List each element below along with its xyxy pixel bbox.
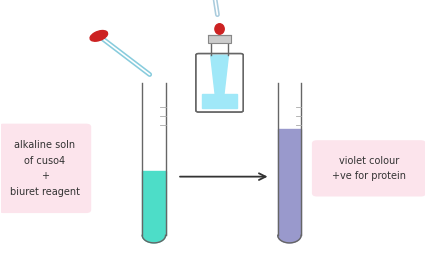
Polygon shape bbox=[142, 235, 166, 243]
Text: alkaline soln
of cuso4
+
biuret reagent: alkaline soln of cuso4 + biuret reagent bbox=[10, 140, 79, 197]
Text: violet colour
+ve for protein: violet colour +ve for protein bbox=[332, 156, 406, 181]
FancyBboxPatch shape bbox=[312, 140, 425, 197]
Polygon shape bbox=[278, 235, 301, 243]
FancyBboxPatch shape bbox=[196, 54, 243, 112]
Bar bbox=[142, 171, 166, 235]
Bar bbox=[208, 35, 231, 43]
Bar bbox=[278, 129, 301, 235]
FancyBboxPatch shape bbox=[0, 124, 91, 213]
Polygon shape bbox=[211, 55, 229, 94]
Ellipse shape bbox=[215, 24, 224, 34]
Bar bbox=[202, 94, 237, 108]
Ellipse shape bbox=[90, 31, 108, 41]
